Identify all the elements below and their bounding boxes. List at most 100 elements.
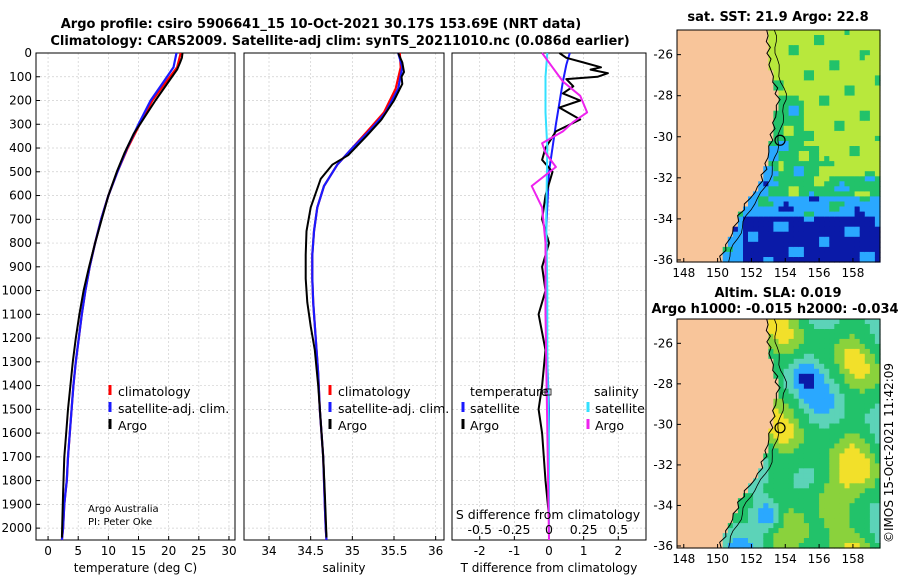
land-cell: [727, 156, 734, 162]
ocean-cell: [773, 55, 780, 61]
ocean-cell: [844, 538, 851, 544]
ocean-cell: [783, 146, 790, 152]
ocean-cell: [844, 201, 851, 208]
ocean-cell: [829, 458, 835, 464]
land-cell: [677, 55, 683, 61]
land-cell: [677, 176, 683, 182]
ocean-cell: [748, 206, 754, 213]
ocean-cell: [834, 40, 840, 46]
land-cell: [763, 363, 769, 370]
credit-line2: PI: Peter Oke: [88, 517, 152, 528]
ocean-cell: [763, 538, 769, 544]
ocean-cell: [778, 146, 785, 152]
land-cell: [717, 523, 724, 529]
land-cell: [748, 438, 754, 445]
land-cell: [687, 90, 693, 97]
ocean-cell: [819, 125, 825, 132]
ocean-cell: [824, 413, 830, 420]
ocean-cell: [793, 319, 800, 325]
ocean-cell: [819, 483, 825, 489]
ocean-cell: [849, 100, 856, 107]
ocean-cell: [778, 538, 785, 544]
ocean-cell: [743, 508, 749, 514]
ocean-cell: [829, 468, 835, 474]
ocean-cell: [803, 246, 810, 253]
land-cell: [697, 458, 703, 464]
ocean-cell: [803, 423, 810, 430]
land-cell: [692, 80, 698, 86]
ocean-cell: [874, 468, 881, 474]
ocean-cell: [809, 483, 815, 489]
land-cell: [768, 85, 775, 92]
ocean-cell: [819, 55, 825, 61]
ocean-cell: [864, 498, 871, 504]
ocean-cell: [763, 221, 769, 228]
ocean-cell: [803, 503, 810, 509]
ocean-cell: [869, 503, 876, 509]
ocean-cell: [839, 478, 846, 484]
ocean-cell: [798, 216, 805, 223]
land-cell: [697, 533, 703, 539]
land-cell: [727, 146, 734, 152]
ocean-cell: [864, 368, 871, 375]
ocean-cell: [859, 433, 866, 440]
ocean-cell: [829, 181, 835, 187]
ocean-cell: [839, 166, 846, 172]
ocean-cell: [758, 538, 764, 544]
ocean-cell: [803, 50, 810, 56]
land-cell: [692, 85, 698, 92]
land-cell: [727, 443, 734, 450]
land-cell: [677, 433, 683, 440]
ocean-cell: [854, 236, 861, 243]
s-tick-label: -0.25: [498, 522, 530, 537]
ocean-cell: [778, 338, 785, 345]
land-cell: [727, 45, 734, 51]
panel-temperature: 0100200300400500600700800900100011001200…: [1, 46, 236, 575]
ocean-cell: [864, 373, 871, 380]
land-cell: [768, 383, 775, 390]
ocean-cell: [809, 161, 815, 167]
ocean-cell: [763, 231, 769, 238]
ocean-cell: [803, 443, 810, 450]
land-cell: [758, 329, 764, 335]
land-cell: [737, 50, 744, 56]
land-cell: [692, 30, 698, 36]
ocean-cell: [829, 201, 835, 208]
ocean-cell: [834, 483, 840, 489]
map-frame: [676, 318, 881, 549]
land-cell: [737, 438, 744, 445]
land-cell: [722, 156, 729, 162]
land-cell: [763, 324, 769, 330]
land-cell: [692, 151, 698, 157]
ocean-cell: [829, 343, 835, 350]
land-cell: [743, 329, 749, 335]
ocean-cell: [803, 533, 810, 539]
land-cell: [687, 543, 693, 549]
land-cell: [677, 70, 683, 76]
ocean-cell: [854, 146, 861, 152]
land-cell: [677, 523, 683, 529]
land-cell: [712, 90, 719, 97]
land-cell: [717, 85, 724, 92]
land-cell: [727, 453, 734, 459]
ocean-cell: [778, 226, 785, 233]
ocean-cell: [793, 135, 800, 142]
land-cell: [687, 348, 693, 355]
land-cell: [712, 358, 719, 365]
ocean-cell: [793, 257, 800, 263]
land-cell: [732, 65, 739, 71]
ocean-cell: [743, 251, 749, 258]
ocean-cell: [814, 418, 820, 425]
ocean-cell: [753, 236, 759, 243]
ocean-cell: [874, 95, 881, 102]
ocean-cell: [768, 329, 775, 335]
ocean-cell: [864, 130, 871, 137]
land-cell: [758, 418, 764, 425]
ocean-cell: [783, 211, 790, 218]
ocean-cell: [763, 508, 769, 514]
ocean-cell: [798, 55, 805, 61]
ocean-cell: [834, 60, 840, 66]
land-cell: [763, 85, 769, 92]
land-cell: [687, 156, 693, 162]
ocean-cell: [798, 433, 805, 440]
